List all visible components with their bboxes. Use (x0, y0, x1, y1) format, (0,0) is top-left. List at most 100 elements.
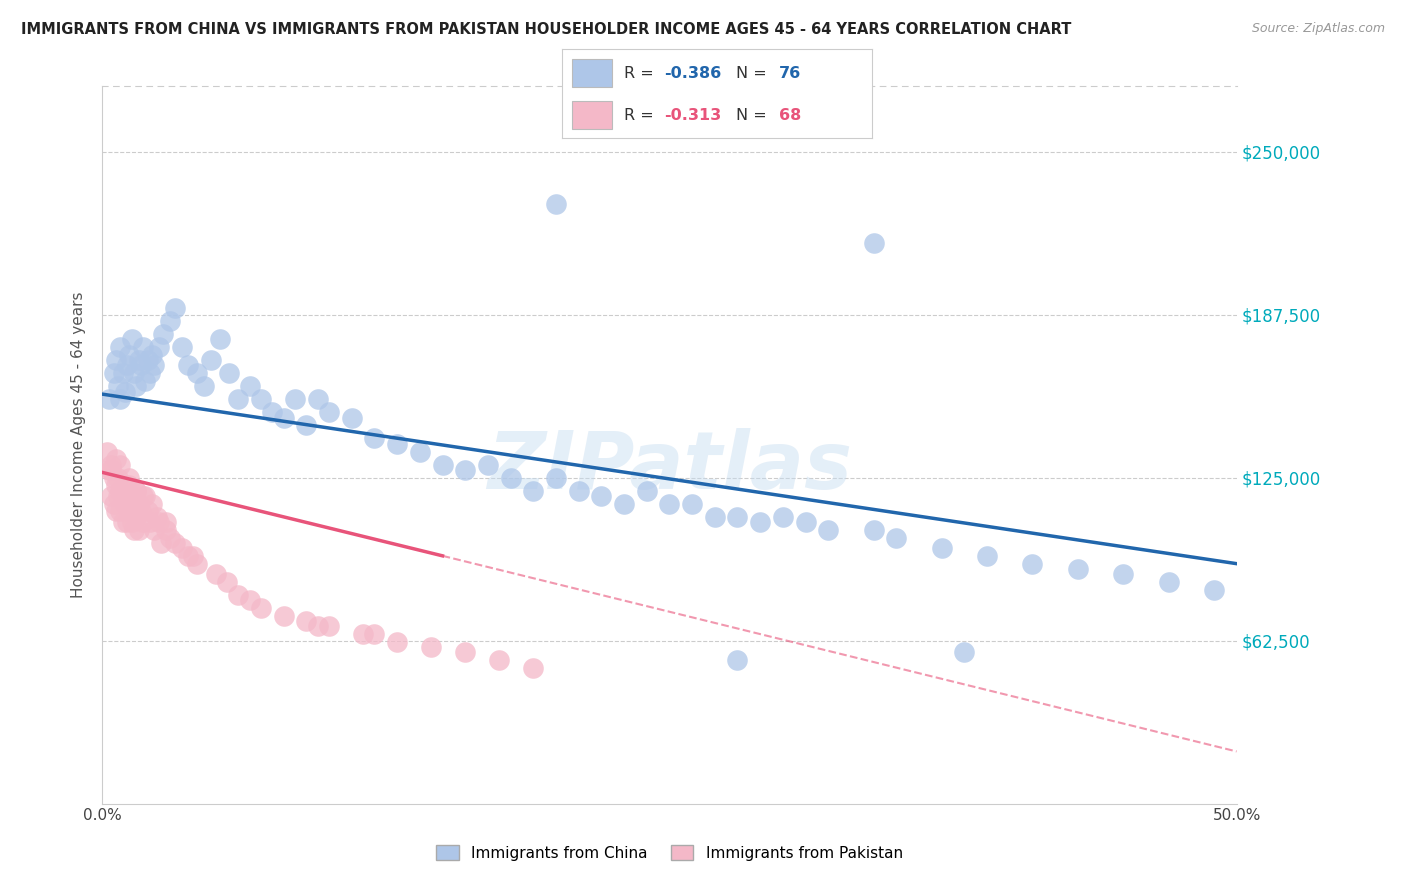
Point (295, 418, 318, 433)
Point (103, 497, 125, 511)
Text: IMMIGRANTS FROM CHINA VS IMMIGRANTS FROM PAKISTAN HOUSEHOLDER INCOME AGES 45 - 6: IMMIGRANTS FROM CHINA VS IMMIGRANTS FROM… (21, 22, 1071, 37)
Point (215, 574, 238, 589)
Point (110, 340, 132, 354)
Point (159, 314, 181, 328)
Point (522, 483, 544, 498)
Text: Source: ZipAtlas.com: Source: ZipAtlas.com (1251, 22, 1385, 36)
Point (544, 196, 567, 211)
Point (139, 515, 162, 529)
Point (454, 463, 477, 477)
Point (122, 366, 145, 380)
Point (177, 359, 200, 373)
Point (134, 489, 156, 503)
Point (155, 523, 177, 537)
Point (98, 463, 121, 477)
Point (772, 509, 794, 524)
Bar (572, 101, 612, 129)
Legend: Immigrants from China, Immigrants from Pakistan: Immigrants from China, Immigrants from P… (436, 845, 903, 861)
Point (136, 353, 159, 368)
Point (121, 515, 143, 529)
Point (129, 504, 152, 518)
Point (454, 645, 477, 659)
Point (884, 531, 907, 545)
Point (100, 463, 122, 477)
Point (122, 497, 145, 511)
Point (703, 509, 725, 524)
Point (111, 515, 134, 529)
Point (150, 536, 173, 550)
Point (352, 627, 374, 641)
Point (749, 515, 772, 529)
Point (125, 509, 148, 524)
Point (128, 497, 150, 511)
Point (295, 614, 318, 628)
Point (385, 436, 408, 450)
Point (143, 523, 166, 537)
Point (110, 392, 132, 407)
Point (121, 332, 143, 346)
Point (163, 536, 186, 550)
Point (817, 523, 839, 537)
Point (681, 497, 703, 511)
Point (125, 483, 148, 498)
Point (976, 549, 998, 563)
Point (115, 515, 138, 529)
Point (591, 489, 613, 503)
Point (727, 509, 749, 524)
Point (1157, 574, 1180, 589)
Point (111, 366, 134, 380)
Point (114, 478, 136, 492)
Point (128, 353, 150, 368)
Point (432, 458, 454, 472)
Point (118, 348, 141, 362)
Point (862, 235, 884, 250)
Point (121, 489, 143, 503)
Point (727, 653, 749, 667)
Point (499, 470, 522, 484)
Point (186, 557, 208, 571)
Text: N =: N = (735, 108, 772, 122)
Point (1067, 562, 1090, 576)
Point (262, 405, 284, 419)
Point (104, 504, 127, 518)
Point (794, 515, 817, 529)
Point (125, 379, 148, 393)
Point (145, 509, 167, 524)
Point (409, 444, 432, 458)
Point (143, 359, 166, 373)
Text: -0.313: -0.313 (665, 108, 721, 122)
Point (1021, 557, 1043, 571)
Point (1202, 582, 1225, 597)
Point (204, 567, 226, 582)
Point (98, 392, 121, 407)
Point (568, 483, 591, 498)
Point (114, 384, 136, 399)
Point (209, 332, 232, 346)
Point (218, 366, 240, 380)
Point (931, 541, 953, 555)
Text: N =: N = (735, 66, 772, 80)
Point (152, 327, 174, 342)
Point (141, 497, 163, 511)
Point (110, 483, 132, 498)
Point (385, 635, 408, 649)
Text: 76: 76 (779, 66, 801, 80)
Point (132, 515, 155, 529)
Point (103, 366, 125, 380)
Point (107, 470, 129, 484)
Point (420, 640, 443, 654)
Point (239, 593, 262, 607)
Point (239, 379, 262, 393)
Point (250, 392, 273, 407)
Point (107, 379, 129, 393)
Point (250, 601, 273, 615)
Point (636, 483, 658, 498)
Text: -0.386: -0.386 (665, 66, 721, 80)
Point (129, 359, 152, 373)
Point (111, 489, 134, 503)
Point (122, 523, 145, 537)
Point (159, 531, 181, 545)
Point (340, 410, 363, 425)
Point (477, 458, 499, 472)
Point (170, 340, 193, 354)
